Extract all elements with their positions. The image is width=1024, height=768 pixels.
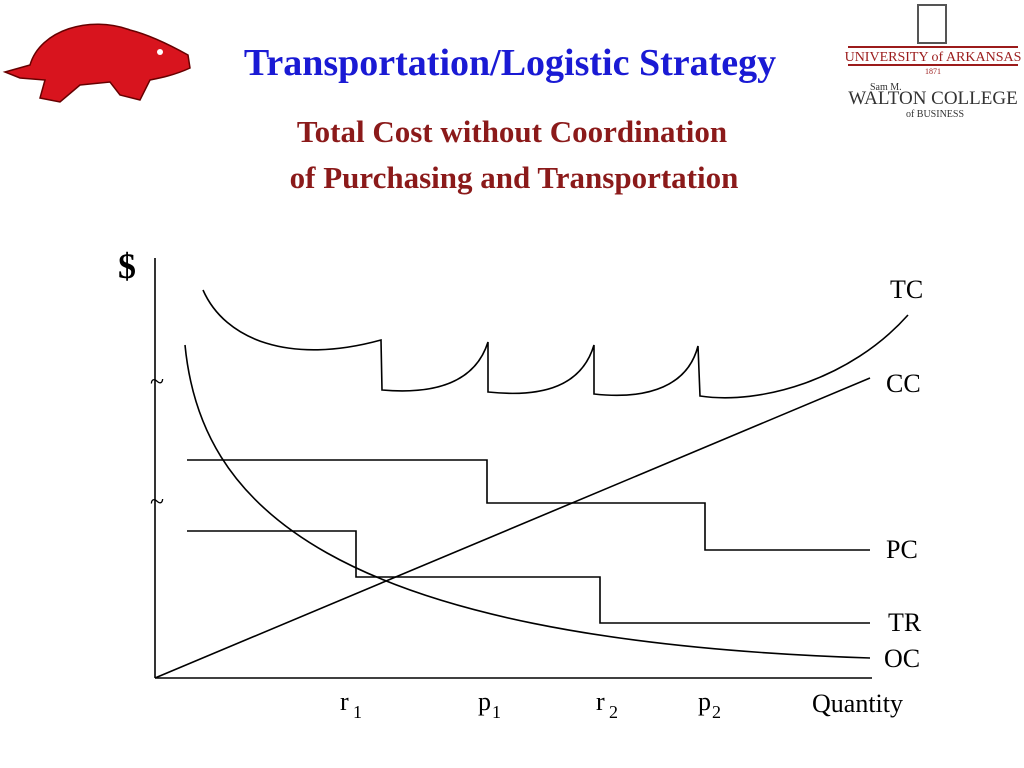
x-label-main: p bbox=[478, 687, 491, 716]
college-line: of BUSINESS bbox=[906, 109, 964, 120]
y-axis-label: $ bbox=[118, 246, 136, 286]
college-line: WALTON COLLEGE bbox=[848, 88, 1017, 109]
curve-label: TC bbox=[890, 275, 923, 304]
x-label-main: r bbox=[340, 687, 349, 716]
college-line: Sam M. bbox=[870, 82, 902, 93]
x-label-main: p bbox=[698, 687, 711, 716]
x-label-sub: 1 bbox=[353, 702, 362, 722]
axis-break: ~ bbox=[150, 367, 164, 396]
tr-curve bbox=[187, 530, 870, 624]
x-label-sub: 2 bbox=[712, 702, 721, 722]
oc-curve bbox=[184, 344, 871, 659]
slide-title: Transportation/Logistic Strategy bbox=[244, 42, 776, 84]
tc-curve bbox=[202, 289, 909, 399]
x-label-main: r bbox=[596, 687, 605, 716]
curve-label: CC bbox=[886, 369, 921, 398]
subtitle: of Purchasing and Transportation bbox=[290, 160, 739, 195]
x-label-sub: 2 bbox=[609, 702, 618, 722]
razorback-logo bbox=[2, 23, 191, 103]
x-axis-label: Quantity bbox=[812, 689, 903, 718]
axis-break: ~ bbox=[150, 487, 164, 516]
cc-curve bbox=[154, 377, 871, 679]
x-label-sub: 1 bbox=[492, 702, 501, 722]
curve-label: TR bbox=[888, 608, 922, 637]
subtitle: Total Cost without Coordination bbox=[297, 114, 727, 149]
curve-label: OC bbox=[884, 644, 920, 673]
pc-curve bbox=[187, 459, 870, 551]
university-logo: UNIVERSITY of ARKANSAS 1871 Sam M. WALTO… bbox=[845, 4, 1022, 120]
curve-label: PC bbox=[886, 535, 918, 564]
university-year: 1871 bbox=[925, 67, 941, 76]
university-name: UNIVERSITY of ARKANSAS bbox=[845, 50, 1022, 65]
